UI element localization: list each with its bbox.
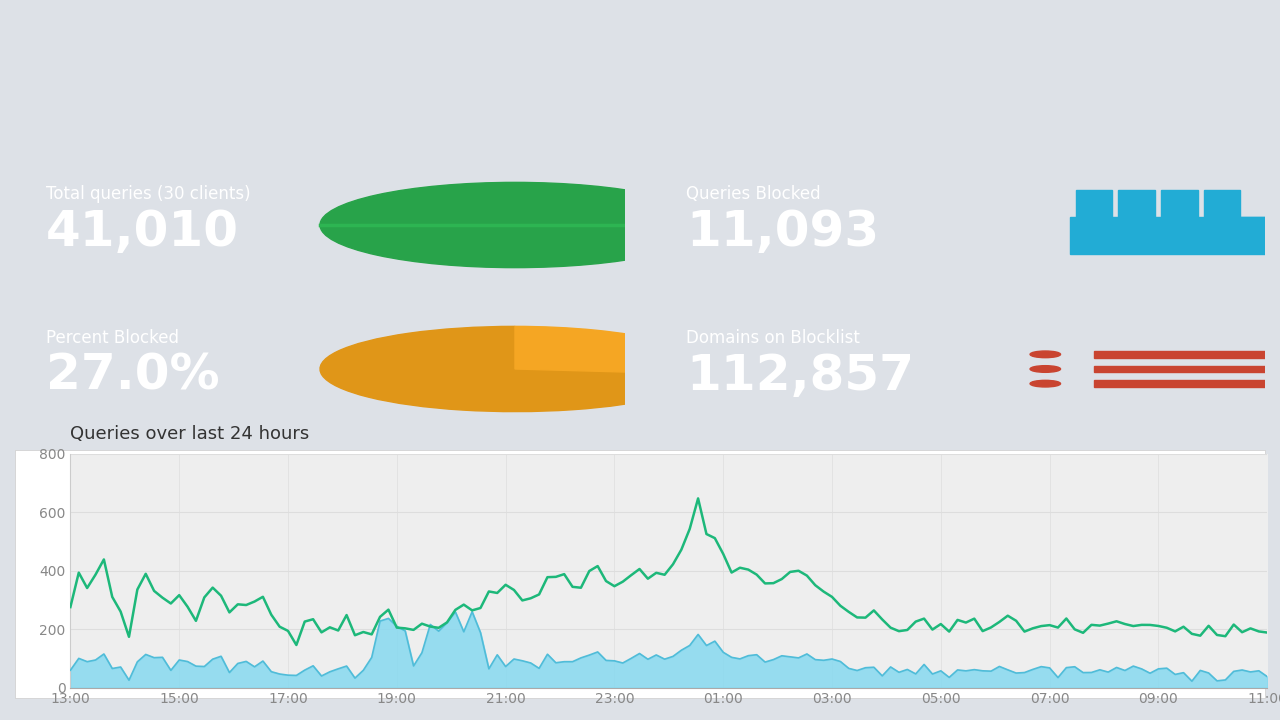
Circle shape bbox=[1030, 366, 1061, 372]
Bar bbox=[1075, 190, 1112, 217]
Text: Total queries (30 clients): Total queries (30 clients) bbox=[46, 185, 251, 203]
Text: Percent Blocked: Percent Blocked bbox=[46, 329, 179, 347]
Bar bbox=[1161, 190, 1198, 217]
Wedge shape bbox=[320, 326, 708, 412]
Wedge shape bbox=[515, 326, 710, 374]
Text: Queries Blocked: Queries Blocked bbox=[686, 185, 820, 203]
Circle shape bbox=[320, 182, 710, 268]
Circle shape bbox=[1030, 351, 1061, 358]
Text: Domains on Blocklist: Domains on Blocklist bbox=[686, 329, 860, 347]
Text: 27.0%: 27.0% bbox=[46, 351, 219, 400]
Bar bbox=[1119, 190, 1155, 217]
Bar bbox=[1094, 366, 1277, 372]
Text: 41,010: 41,010 bbox=[46, 207, 239, 256]
Bar bbox=[1094, 380, 1277, 387]
Bar bbox=[1240, 217, 1277, 238]
Text: 112,857: 112,857 bbox=[686, 351, 914, 400]
Circle shape bbox=[1030, 380, 1061, 387]
Bar bbox=[1203, 190, 1240, 217]
Bar bbox=[1094, 351, 1277, 358]
Text: Queries over last 24 hours: Queries over last 24 hours bbox=[70, 425, 310, 443]
Text: 11,093: 11,093 bbox=[686, 207, 879, 256]
Bar bbox=[1070, 217, 1265, 254]
